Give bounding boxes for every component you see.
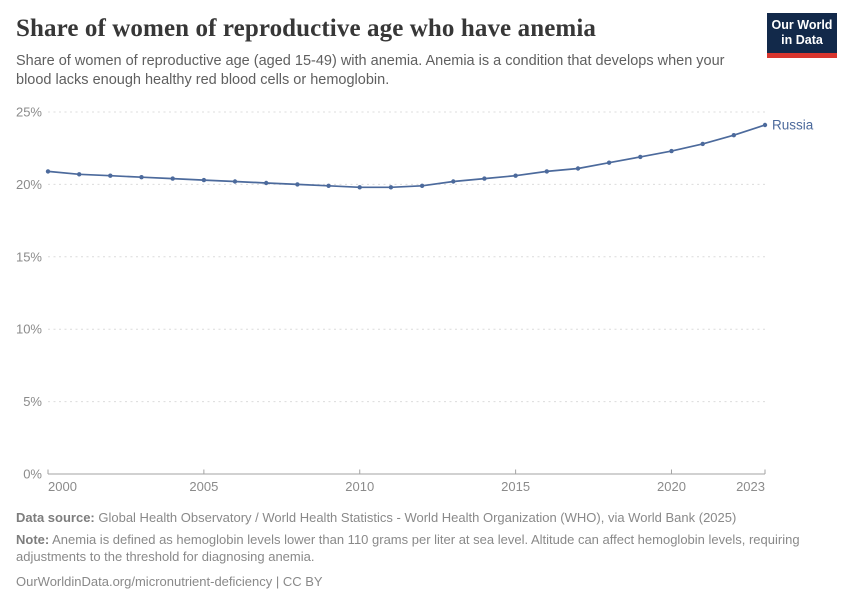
data-point-russia-2016[interactable] [544, 169, 549, 174]
data-point-russia-2022[interactable] [731, 133, 736, 138]
page-title: Share of women of reproductive age who h… [16, 15, 596, 42]
chart-footer: Data source: Global Health Observatory /… [16, 510, 818, 590]
data-point-russia-2005[interactable] [201, 177, 207, 183]
y-axis-label-25: 25% [16, 105, 42, 120]
data-point-russia-2021[interactable] [700, 141, 705, 147]
data-point-russia-2020[interactable] [669, 148, 674, 154]
chart-subtitle: Share of women of reproductive age (aged… [16, 53, 725, 89]
data-point-russia-2017[interactable] [575, 166, 581, 171]
datasource-text: Global Health Observatory / World Health… [94, 510, 737, 525]
y-axis-label-10: 10% [16, 322, 42, 337]
x-axis-label-2005: 2005 [189, 479, 218, 494]
y-axis-label-20: 20% [16, 177, 42, 192]
data-point-russia-2007[interactable] [264, 180, 269, 186]
x-axis-label-2023: 2023 [736, 479, 765, 494]
y-axis-label-15: 15% [16, 249, 42, 264]
data-point-russia-2023[interactable] [762, 122, 768, 128]
data-point-russia-2003[interactable] [139, 175, 144, 180]
series-line-russia [47, 124, 766, 189]
data-point-russia-2001[interactable] [77, 172, 82, 177]
note-text: Anemia is defined as hemoglobin levels l… [16, 532, 800, 564]
owid-logo-line1: Our World [771, 18, 833, 32]
x-axis-label-2020: 2020 [657, 479, 686, 494]
datasource-label: Data source: [16, 510, 95, 525]
line-chart: 0% 5% 10% 15% 20% 25% 2000 2005 2010 2015 2020 2023… [0, 95, 850, 505]
data-point-russia-2000[interactable] [45, 169, 51, 174]
line-chart-svg: 0% 5% 10% 15% 20% 25% 2000 2005 2010 2015 2020 2023… [16, 105, 814, 495]
note-label: Note: [16, 532, 50, 548]
data-point-russia-2010[interactable] [357, 185, 362, 190]
y-axis-label-5: 5% [23, 394, 42, 409]
data-point-russia-2011[interactable] [388, 185, 394, 190]
x-axis-label-2015: 2015 [501, 479, 530, 494]
entity-label-russia[interactable]: Russia [772, 118, 814, 133]
x-axis-label-2010: 2010 [345, 479, 374, 494]
footer-link[interactable]: OurWorldinData.org/micronutrient-deficie… [16, 573, 323, 589]
footer-note: Note: Anemia is defined as hemoglobin le… [16, 532, 818, 565]
data-point-russia-2006[interactable] [232, 179, 238, 184]
data-point-russia-2018[interactable] [606, 160, 612, 165]
y-axis-label-0: 0% [23, 467, 42, 482]
data-point-russia-2002[interactable] [108, 173, 113, 178]
data-point-russia-2012[interactable] [419, 183, 425, 188]
data-point-russia-2013[interactable] [451, 179, 456, 184]
data-point-russia-2019[interactable] [638, 154, 643, 160]
data-point-russia-2004[interactable] [170, 176, 175, 181]
owid-logo: Our World in Data [767, 13, 837, 58]
footer-datasource: Data source: Global Health Observatory /… [16, 510, 818, 526]
data-point-russia-2008[interactable] [295, 182, 300, 187]
owid-logo-line2: in Data [781, 33, 823, 48]
x-axis-label-2000: 2000 [48, 479, 77, 494]
data-point-russia-2014[interactable] [482, 176, 487, 181]
data-point-russia-2015[interactable] [513, 173, 518, 178]
data-point-russia-2009[interactable] [326, 183, 331, 188]
